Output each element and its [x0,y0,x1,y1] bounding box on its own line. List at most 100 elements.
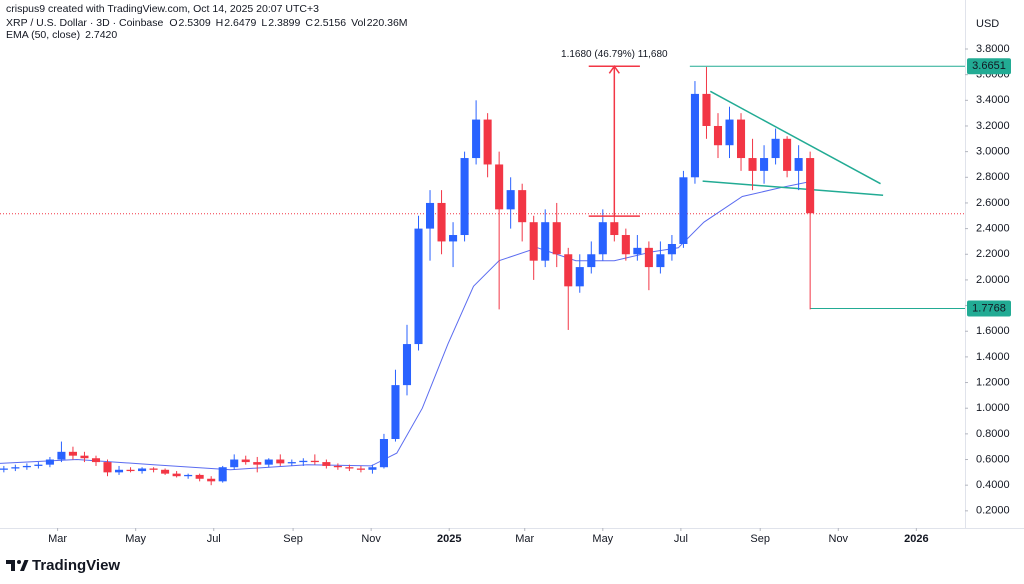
candle-body [138,468,147,472]
candle-body [391,385,400,439]
measure-label: 1.1680 (46.79%) 11,680 [561,49,668,60]
y-tick-label: 3.2000 [976,120,1010,132]
currency: USD [976,18,999,30]
x-tick-label: Mar [515,533,534,545]
candle-body [771,138,780,159]
y-tick-label: 2.8000 [976,171,1010,183]
y-tick-label: 1.2000 [976,376,1010,388]
ohlc-value: 2.3899 [268,17,300,29]
candle-body [598,222,607,255]
y-tick-label: 2.2000 [976,248,1010,260]
candle-body [402,344,412,386]
x-tick-label: Sep [750,533,770,545]
y-tick-label: 3.4000 [976,94,1010,106]
candle-body [80,455,89,459]
y-tick-label: 0.8000 [976,428,1010,440]
candle-body [702,93,711,126]
candle-body [22,465,31,468]
ohlc-label: C [305,17,313,29]
candle-body [57,451,66,460]
candle-body [794,158,803,171]
brand-name: TradingView [32,557,120,574]
candle-body [564,254,573,287]
price-label: 1.7768 [972,302,1006,314]
y-tick-label: 1.0000 [976,402,1010,414]
candle-body [184,474,193,477]
x-tick-label: 2026 [904,533,928,545]
candle-body [633,247,642,255]
candle-body [679,177,688,245]
x-tick-label: Nov [361,533,381,545]
candle-body [449,235,458,242]
y-tick-label: 0.2000 [976,505,1010,517]
candle-body [552,222,561,255]
candle-body [713,125,723,146]
trend-line [702,180,884,196]
x-tick-label: Jul [207,533,221,545]
candle-body [506,190,515,210]
ohlc-label: L [261,17,267,29]
candle-body [218,467,227,482]
candle-body [161,469,170,474]
symbol-line: XRP / U.S. Dollar · 3D · Coinbase [6,17,164,29]
candle-body [310,460,319,463]
candle-body [667,244,676,255]
x-tick-label: Sep [283,533,303,545]
candle-body [783,138,792,171]
candle-body [103,462,112,473]
candle-body [437,202,446,242]
x-tick-label: 2025 [437,533,461,545]
candle-body [207,478,216,482]
logo-mark [6,560,15,571]
author-line: crispus9 created with TradingView.com, O… [6,3,319,15]
candle-body [114,469,124,473]
candle-body [345,467,354,469]
candle-body [356,468,365,470]
candle-body [725,119,734,146]
y-tick-label: 0.6000 [976,453,1010,465]
measure-arrowhead [608,65,620,74]
price-label-box [967,300,1011,317]
candle-body [483,119,492,165]
y-tick-label: 1.4000 [976,351,1010,363]
brand-logo: TradingView [6,557,120,574]
ohlc-label: Vol [351,17,366,29]
logo-slash [20,560,29,571]
candle-body [11,467,20,469]
price-label-box [967,58,1011,75]
candle-body [322,462,331,466]
x-tick-label: Nov [829,533,849,545]
ema-value: 2.7420 [85,29,117,41]
candle-body [368,467,377,470]
candle-body [333,465,342,468]
candle-body [610,222,619,236]
candle-body [230,459,239,468]
x-tick-label: Jul [674,533,688,545]
candle-body [806,158,815,214]
candle-body [172,473,181,477]
candle-body [414,228,423,345]
y-tick-label: 0.4000 [976,479,1010,491]
x-tick-label: Mar [48,533,67,545]
candle-body [253,462,262,465]
ema-label: EMA (50, close) [6,29,80,41]
candle-body [264,459,273,465]
candle-body [541,222,550,261]
candle-body [587,254,596,268]
y-tick-label: 2.4000 [976,223,1010,235]
candle-body [575,267,584,287]
y-tick-label: 2.0000 [976,274,1010,286]
candle-body [425,202,435,229]
candle-body [656,254,665,268]
candle-body [126,469,135,472]
header: crispus9 created with TradingView.com, O… [6,3,319,41]
candle-body [0,468,8,470]
y-tick-label: 3.0000 [976,146,1010,158]
candle-body [287,462,296,464]
candle-body [91,458,101,463]
candle-body [760,158,769,171]
candle-body [379,438,388,468]
candle-body [299,460,308,463]
